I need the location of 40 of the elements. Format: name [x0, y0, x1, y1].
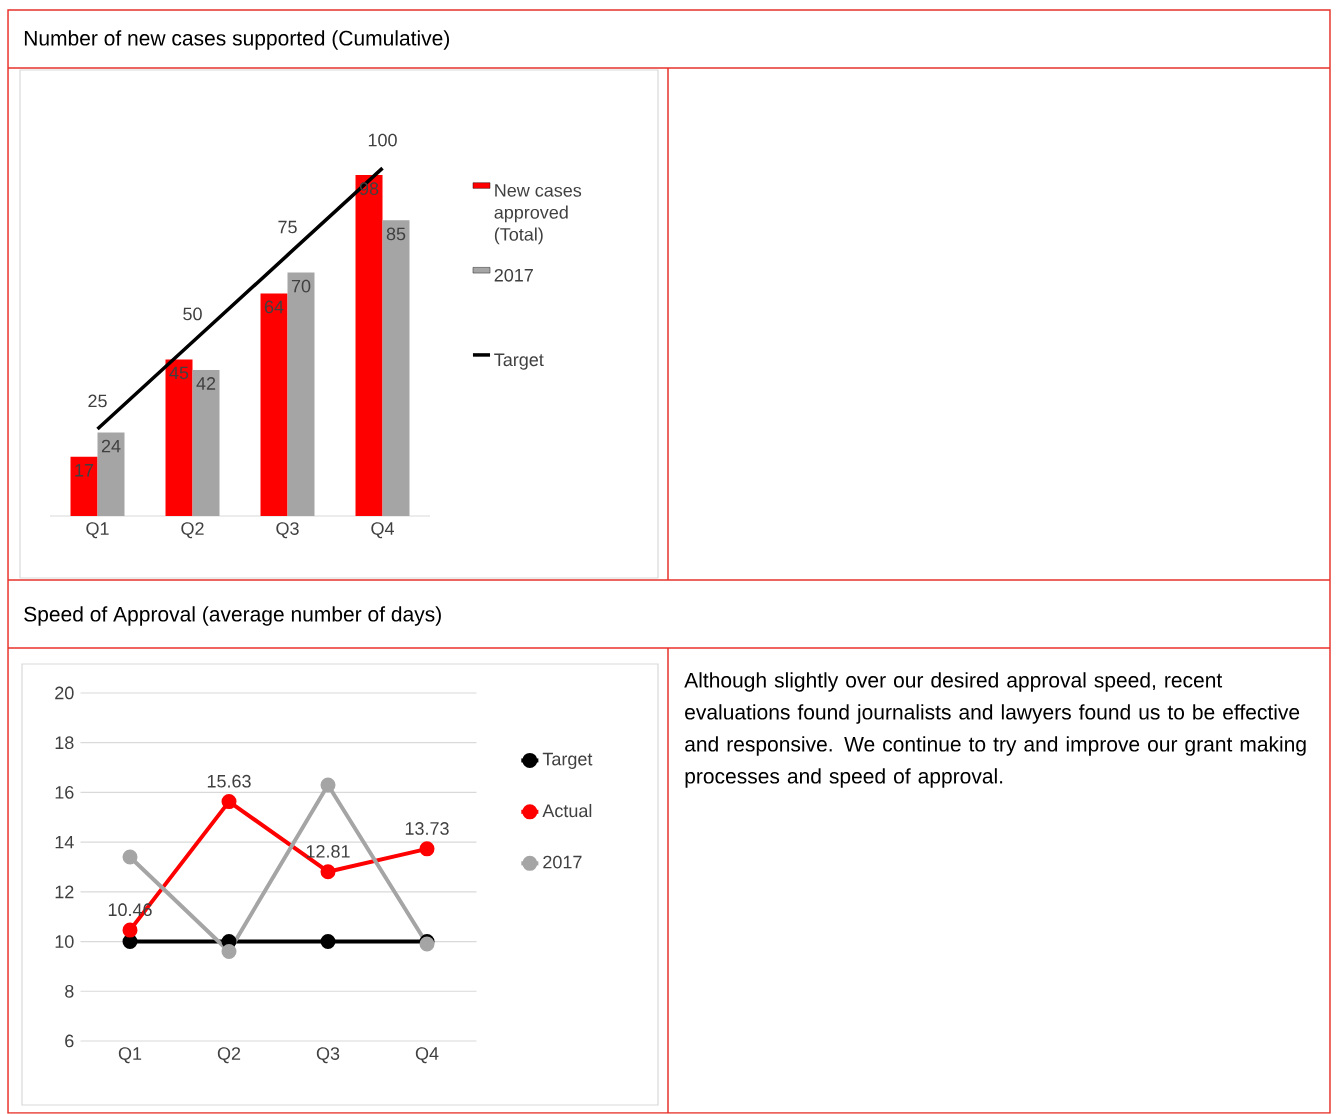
data-label: 45	[169, 366, 189, 380]
data-label: 50	[183, 307, 202, 321]
legend-label: Target	[542, 752, 593, 770]
x-tick-label: Q2	[181, 522, 204, 539]
data-label: 75	[278, 220, 297, 234]
data-label: 64	[264, 300, 284, 314]
y-tick-label: 20	[55, 686, 74, 700]
x-tick-label: Q1	[86, 522, 109, 539]
legend-label: 2017	[494, 269, 533, 282]
x-tick-label: Q1	[118, 1047, 142, 1064]
data-label: 98	[359, 182, 379, 196]
x-tick-label: Q4	[371, 522, 394, 539]
data-label: 100	[368, 133, 397, 147]
data-label: 25	[88, 394, 107, 408]
data-label: 12.81	[306, 845, 350, 858]
y-tick-label: 16	[55, 786, 74, 799]
legend-label: Target	[494, 353, 544, 370]
data-label: 15.63	[207, 774, 251, 788]
data-label: 85	[386, 227, 406, 241]
y-tick-label: 14	[55, 836, 74, 849]
y-tick-label: 10	[55, 935, 74, 949]
data-label: 70	[291, 279, 311, 293]
y-tick-label: 18	[55, 736, 74, 750]
data-label: 13.73	[405, 822, 449, 835]
legend-label: 2017	[543, 855, 582, 869]
data-label: 24	[101, 439, 121, 453]
y-tick-label: 12	[55, 885, 74, 899]
x-tick-label: Q4	[415, 1047, 439, 1064]
data-label: 17	[75, 464, 94, 477]
y-tick-label: 6	[65, 1034, 74, 1048]
legend-label: New cases approved (Total)	[494, 184, 582, 245]
x-tick-label: Q3	[276, 522, 299, 539]
x-tick-label: Q3	[316, 1047, 340, 1064]
legend-label: Actual	[542, 804, 592, 818]
text: Although slightly over our desired approval speed, recent evaluations found journalists and lawyers found us to be effective and responsive. We continue to try and improve our grant making processes and speed of approval.	[684, 672, 1306, 788]
data-label: 42	[196, 377, 216, 390]
chart-title: Number of new cases supported (Cumulative)	[24, 30, 450, 50]
y-tick-label: 8	[65, 985, 74, 998]
x-tick-label: Q2	[217, 1047, 241, 1064]
chart-title: Speed of Approval (average number of days)	[24, 606, 441, 626]
